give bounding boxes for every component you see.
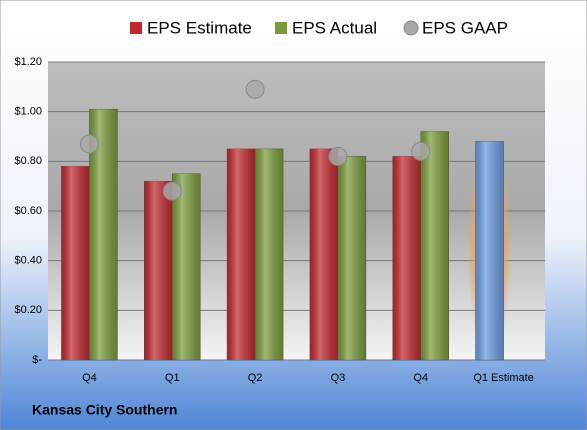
point — [162, 181, 182, 201]
bar-shine — [172, 173, 201, 360]
y-tick-label: $- — [32, 354, 42, 366]
legend-label: EPS GAAP — [422, 18, 508, 37]
point — [79, 134, 99, 154]
y-tick-label: $1.00 — [14, 106, 42, 118]
point — [328, 146, 348, 166]
y-tick-label: $0.40 — [14, 255, 42, 267]
x-tick-label: Q1 Estimate — [473, 372, 534, 384]
legend-marker — [403, 20, 419, 36]
x-tick-label: Q4 — [413, 372, 428, 384]
bar-shine — [144, 181, 173, 360]
legend-label: EPS Actual — [292, 18, 377, 37]
point — [411, 141, 431, 161]
bar-shine — [61, 166, 90, 360]
y-tick-label: $0.80 — [14, 155, 42, 167]
y-tick-label: $1.20 — [14, 56, 42, 68]
footer: Kansas City Southern — [32, 402, 177, 418]
x-tick-label: Q3 — [331, 372, 346, 384]
point — [245, 79, 265, 99]
x-tick-label: Q1 — [165, 372, 180, 384]
legend-marker — [130, 22, 142, 34]
legend-marker — [275, 22, 287, 34]
bar-shine — [309, 148, 338, 360]
bar-shine — [475, 141, 504, 360]
x-tick-label: Q2 — [248, 372, 263, 384]
legend-label: EPS Estimate — [147, 18, 252, 37]
bar-shine — [392, 156, 421, 360]
bar-shine — [227, 148, 256, 360]
x-tick-label: Q4 — [82, 372, 97, 384]
bar-shine — [337, 156, 366, 360]
bar-shine — [255, 148, 284, 360]
y-tick-label: $0.60 — [14, 205, 42, 217]
bar-shine — [420, 131, 449, 360]
y-tick-label: $0.20 — [14, 304, 42, 316]
